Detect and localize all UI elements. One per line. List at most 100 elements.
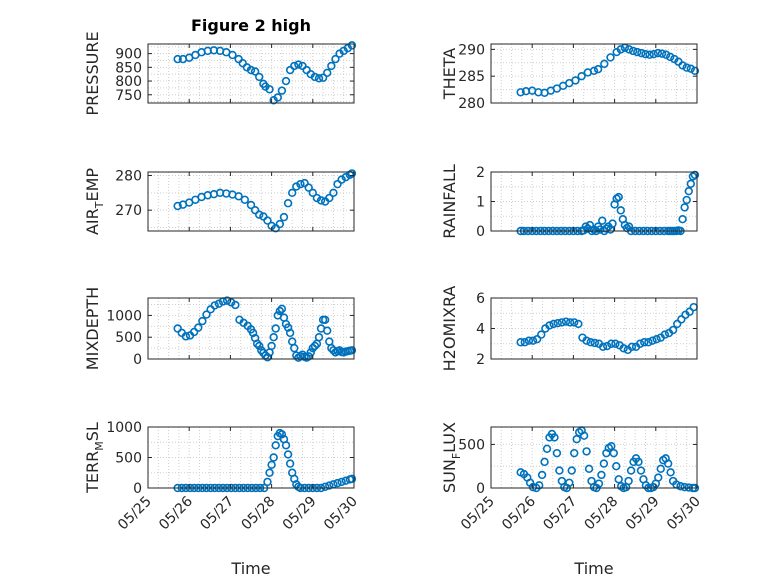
data-point: [581, 222, 590, 231]
subplot-mixdepth: 1000 500 0 MIXDEPTH: [83, 287, 357, 370]
data-point: [263, 477, 272, 487]
data-point: [678, 61, 687, 70]
axes-box: [147, 297, 355, 360]
y-tick-label: 0: [476, 481, 485, 497]
data-point: [255, 210, 264, 219]
subplot-air-temp: 280 270 AIRTEMP: [83, 168, 357, 235]
data-point: [173, 324, 182, 333]
data-point: [640, 338, 649, 347]
data-point: [532, 334, 542, 344]
data-point: [181, 332, 191, 341]
y-axis-label: TERRMSL: [83, 422, 106, 494]
data-point: [516, 338, 525, 347]
data-point: [602, 341, 612, 351]
data-point: [290, 61, 299, 71]
data-point: [666, 52, 675, 62]
data-point: [644, 338, 653, 347]
data-point: [304, 183, 313, 192]
y-tick-label: 2: [476, 165, 485, 181]
y-tick-label: 850: [115, 60, 142, 76]
data-point: [582, 447, 591, 456]
data-point: [252, 339, 262, 348]
data-point: [210, 301, 219, 310]
y-tick-label: 0: [133, 352, 142, 368]
data-point: [320, 482, 330, 491]
data-point: [248, 328, 258, 338]
data-point: [648, 336, 657, 345]
data-point: [614, 192, 623, 202]
data-point: [283, 450, 293, 459]
y-tick-label: 1000: [106, 420, 142, 436]
data-point: [598, 216, 607, 225]
data-point: [635, 339, 645, 348]
data-point: [520, 338, 529, 347]
y-tick-label: 4: [476, 322, 485, 338]
data-point: [594, 479, 604, 488]
data-point: [590, 338, 600, 348]
data-point: [572, 435, 581, 444]
data-point: [537, 470, 547, 480]
data-point: [271, 441, 280, 450]
data-point: [682, 195, 691, 205]
subplot-h2omixra: 6 4 2 H2OMIXRA: [440, 286, 698, 371]
data-point: [329, 188, 338, 198]
data-point: [682, 63, 691, 72]
data-point: [255, 341, 264, 351]
data-point: [666, 468, 675, 477]
y-tick-label: 500: [115, 451, 142, 467]
data-point: [314, 333, 324, 342]
data-point: [612, 462, 621, 471]
y-tick-label: 0: [133, 481, 142, 497]
data-point: [589, 66, 599, 76]
data-point: [337, 175, 346, 184]
data-point: [173, 201, 182, 211]
y-tick-label: 750: [115, 88, 142, 104]
data-point: [606, 53, 615, 62]
data-point: [565, 478, 574, 487]
data-point: [323, 326, 332, 335]
data-point: [285, 328, 295, 338]
data-point: [686, 179, 696, 189]
data-point: [331, 54, 340, 64]
y-tick-label: 0: [476, 224, 485, 240]
data-point: [277, 430, 287, 439]
data-point: [645, 50, 654, 59]
data-point: [673, 319, 682, 329]
data-point: [619, 344, 628, 353]
y-tick-label: 290: [458, 42, 485, 58]
data-point: [294, 60, 303, 69]
data-point: [579, 431, 589, 440]
data-point: [616, 206, 625, 215]
data-point: [277, 86, 287, 95]
data-point: [228, 50, 237, 60]
data-point: [269, 333, 278, 342]
data-point: [320, 315, 330, 324]
data-point: [614, 475, 623, 484]
x-axis-label-left: Time: [230, 559, 270, 578]
data-point: [273, 93, 282, 102]
data-point: [542, 444, 552, 453]
data-point: [528, 336, 538, 345]
data-point: [271, 324, 280, 333]
data-point: [269, 453, 278, 462]
y-axis-label: SUNFLUX: [440, 422, 463, 493]
axes-box: [490, 43, 698, 104]
data-point: [652, 334, 661, 344]
y-axis-label: RAINFALL: [440, 164, 459, 239]
data-point: [275, 219, 285, 229]
data-point: [684, 186, 693, 196]
data-point: [649, 49, 658, 59]
axes-box: [490, 426, 698, 489]
data-point: [597, 470, 606, 480]
y-tick-label: 280: [458, 96, 485, 112]
data-point: [333, 478, 342, 488]
data-point: [194, 323, 203, 332]
data-point: [657, 49, 667, 58]
data-point: [246, 65, 256, 75]
data-point: [677, 315, 686, 324]
data-point: [634, 457, 643, 467]
data-point: [555, 466, 564, 475]
data-point: [347, 474, 357, 484]
data-point: [593, 65, 603, 74]
